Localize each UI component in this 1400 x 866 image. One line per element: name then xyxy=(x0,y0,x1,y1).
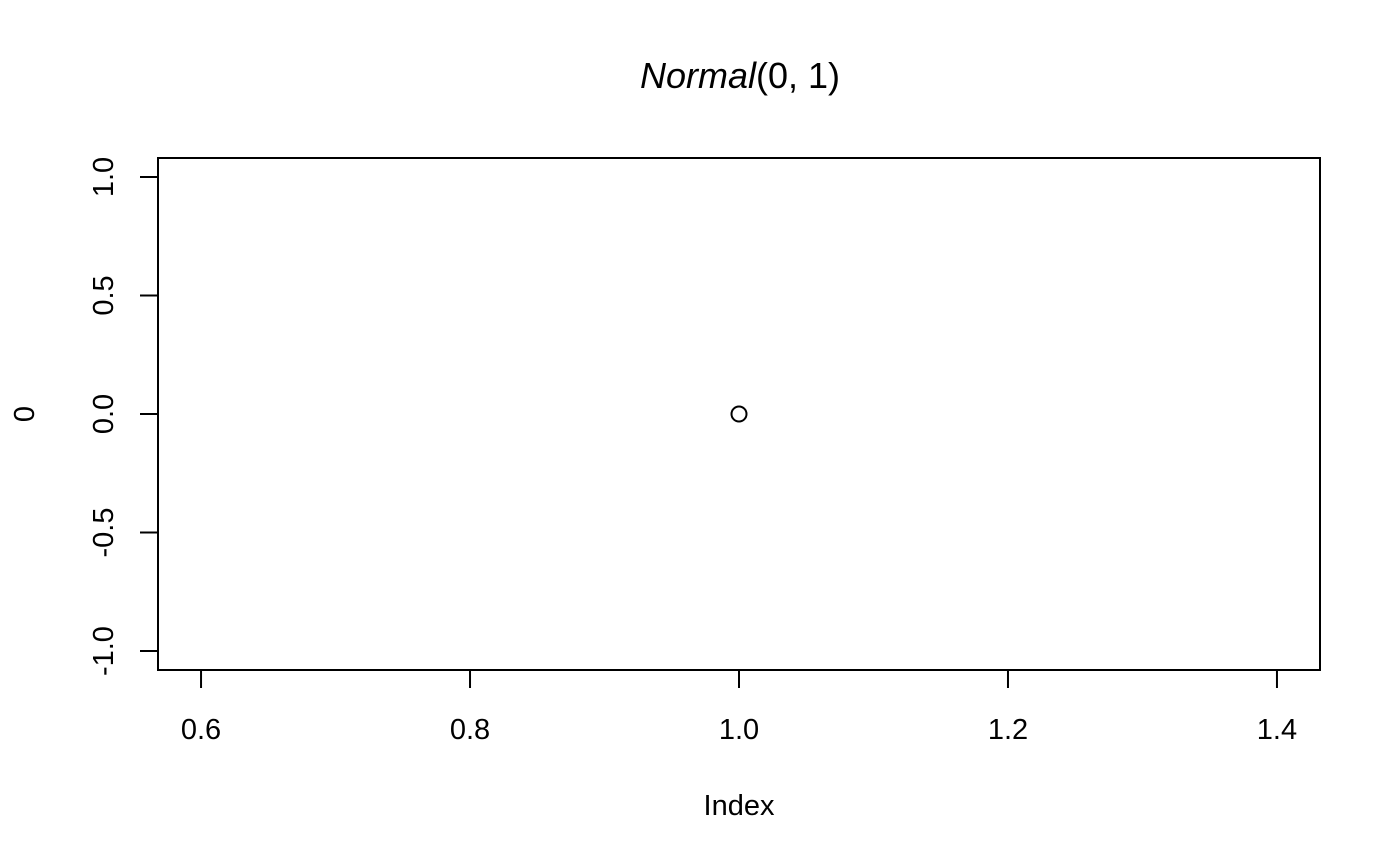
data-points xyxy=(730,405,748,423)
x-tick-label: 1.4 xyxy=(1257,714,1297,746)
x-tick-label: 0.6 xyxy=(181,714,221,746)
data-point xyxy=(730,405,748,423)
y-tick-label: 1.0 xyxy=(88,157,120,197)
y-tick-label: 0.0 xyxy=(88,394,120,434)
y-axis-label: 0 xyxy=(9,406,41,422)
x-tick-label: 0.8 xyxy=(450,714,490,746)
x-tick-label: 1.0 xyxy=(719,714,759,746)
chart-title-params: (0, 1) xyxy=(756,55,840,96)
y-tick-label: 0.5 xyxy=(88,275,120,315)
y-tick-label: -0.5 xyxy=(88,508,120,558)
y-tick-label: -1.0 xyxy=(88,626,120,676)
chart-title-italic: Normal xyxy=(640,55,757,96)
chart-title: Normal(0, 1) xyxy=(640,55,840,96)
x-axis: 0.6 0.8 1.0 1.2 1.4 xyxy=(181,669,1297,746)
y-axis: -1.0 -0.5 0.0 0.5 1.0 xyxy=(88,157,159,676)
x-axis-label: Index xyxy=(704,790,775,822)
x-tick-label: 1.2 xyxy=(988,714,1028,746)
